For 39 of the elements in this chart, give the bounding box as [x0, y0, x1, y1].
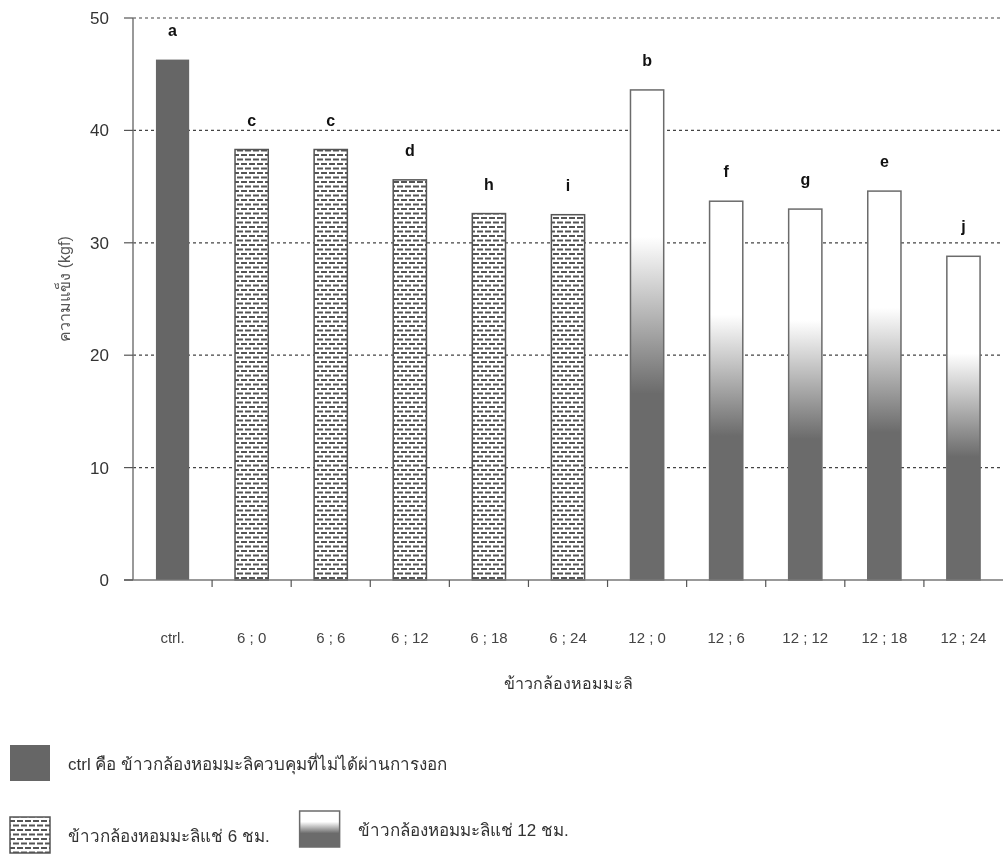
x-tick-label: 12 ; 12: [782, 629, 829, 646]
x-tick-label: ctrl.: [160, 629, 185, 646]
annotation: b: [642, 51, 653, 69]
annotation: g: [800, 171, 811, 189]
annotation: c: [247, 111, 257, 129]
legend-label: ctrl คือ ข้าวกล้องหอมมะลิควบคุมที่ไม่ได้ผ่านการงอก: [68, 752, 448, 775]
y-tick-label: 40: [90, 121, 109, 141]
y-tick-label: 50: [90, 9, 109, 28]
x-tick-label: 12 ; 0: [628, 629, 666, 646]
x-tick-label: 12 ; 6: [707, 629, 745, 646]
x-tick-label: 6 ; 18: [470, 629, 508, 646]
annotation: d: [404, 141, 415, 159]
x-tick-label: 12 ; 18: [861, 629, 908, 646]
x-tick-label: 12 ; 24: [940, 629, 987, 646]
x-tick-label: 6 ; 24: [549, 629, 587, 646]
annotation: c: [326, 111, 336, 129]
x-tick-label: 6 ; 6: [316, 629, 346, 646]
annotation: e: [879, 153, 889, 171]
x-axis-title: ข้าวกล้องหอมมะลิ: [503, 675, 633, 692]
x-tick-label: 6 ; 0: [237, 629, 267, 646]
bar: [313, 148, 349, 581]
bar: [550, 213, 586, 581]
annotation: i: [565, 176, 571, 194]
bar: [155, 59, 190, 580]
y-tick-label: 0: [99, 571, 109, 590]
y-tick-label: 20: [90, 346, 109, 366]
annotation: f: [723, 163, 730, 181]
bar: [471, 212, 507, 581]
y-tick-label: 10: [90, 458, 109, 478]
y-tick-label: 30: [90, 233, 109, 253]
legend-label: ข้าวกล้องหอมมะลิแช่ 12 ชม.: [357, 821, 569, 840]
y-axis-title: ความแข็ง (kgf): [54, 236, 73, 342]
bar: [392, 179, 428, 581]
bar: [234, 148, 269, 581]
annotation: j: [960, 218, 966, 236]
annotation: h: [484, 175, 494, 193]
x-tick-label: 6 ; 12: [391, 629, 429, 646]
annotation: a: [168, 21, 178, 39]
legend-label: ข้าวกล้องหอมมะลิแช่ 6 ชม.: [68, 827, 270, 846]
